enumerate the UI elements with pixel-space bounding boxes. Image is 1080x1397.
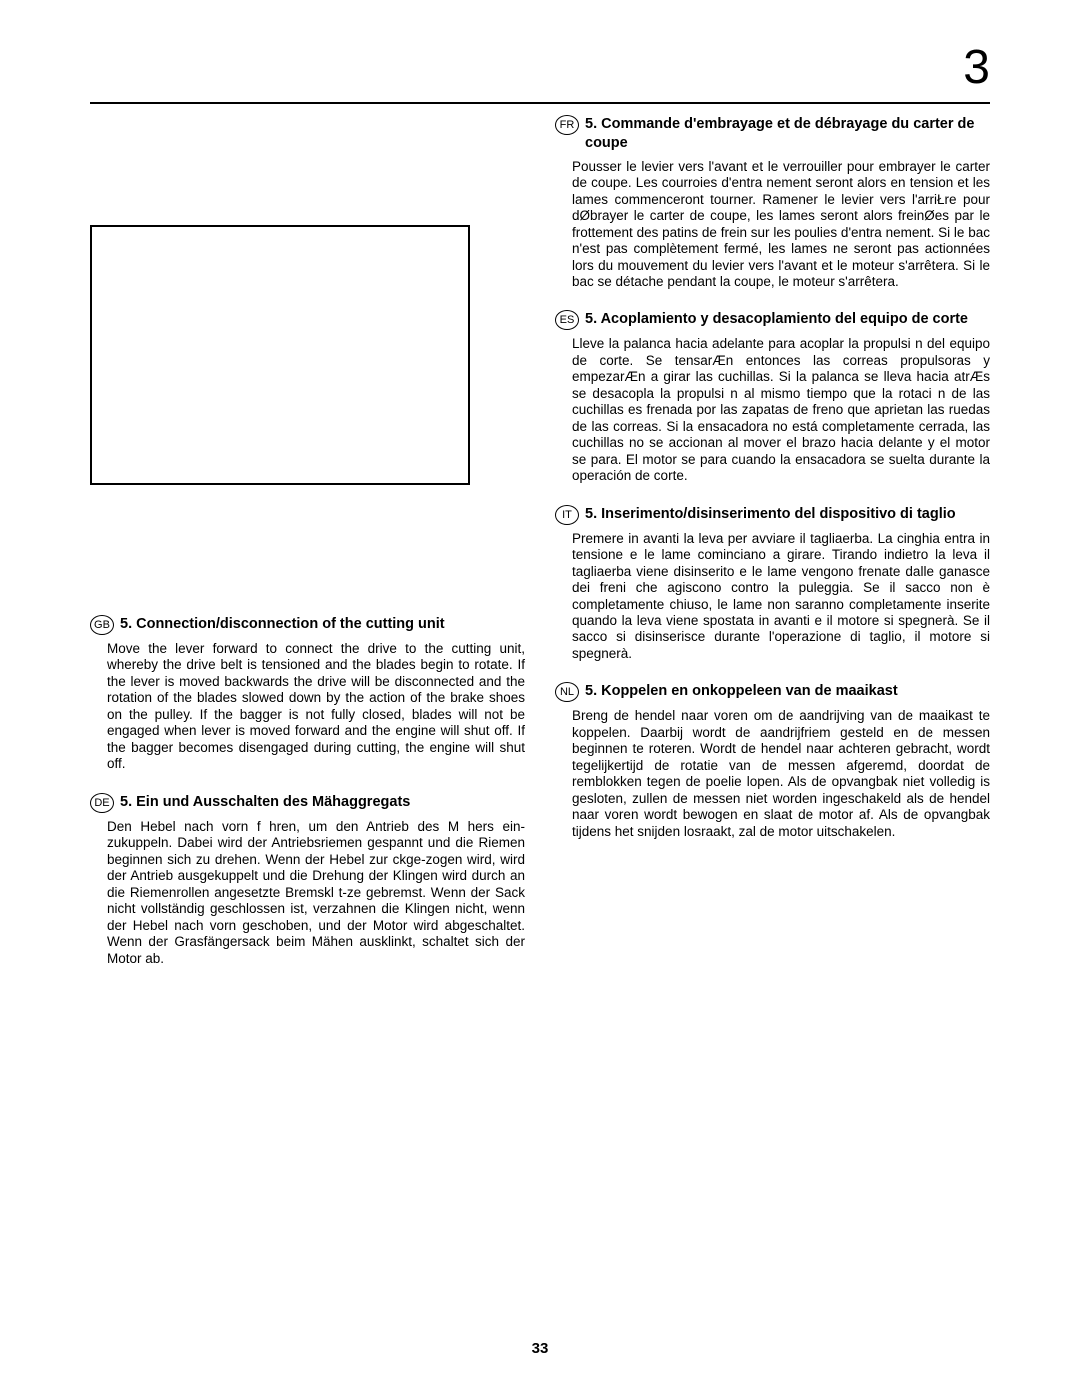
body-fr: Pousser le levier vers l'avant et le ver… — [555, 159, 990, 291]
lang-badge-fr: FR — [555, 115, 579, 135]
left-column: GB 5. Connection/disconnection of the cu… — [90, 115, 525, 987]
body-es: Lleve la palanca hacia adelante para aco… — [555, 336, 990, 484]
section-es: ES 5. Acoplamiento y desacoplamiento del… — [555, 310, 990, 484]
heading-fr: FR 5. Commande d'embrayage et de débraya… — [555, 115, 990, 153]
body-gb: Move the lever forward to connect the dr… — [90, 641, 525, 773]
heading-it: IT 5. Inserimento/disinserimento del dis… — [555, 505, 990, 525]
heading-text-de: 5. Ein und Ausschalten des Mähaggregats — [120, 793, 410, 812]
lang-badge-de: DE — [90, 793, 114, 813]
heading-es: ES 5. Acoplamiento y desacoplamiento del… — [555, 310, 990, 330]
heading-de: DE 5. Ein und Ausschalten des Mähaggrega… — [90, 793, 525, 813]
lang-badge-it: IT — [555, 505, 579, 525]
heading-text-es: 5. Acoplamiento y desacoplamiento del eq… — [585, 310, 968, 329]
heading-text-fr: 5. Commande d'embrayage et de débrayage … — [585, 115, 990, 153]
heading-text-it: 5. Inserimento/disinserimento del dispos… — [585, 505, 956, 524]
illustration-placeholder — [90, 225, 470, 485]
lang-badge-es: ES — [555, 310, 579, 330]
content-area: GB 5. Connection/disconnection of the cu… — [90, 115, 990, 987]
heading-gb: GB 5. Connection/disconnection of the cu… — [90, 615, 525, 635]
section-de: DE 5. Ein und Ausschalten des Mähaggrega… — [90, 793, 525, 967]
body-nl: Breng de hendel naar voren om de aandrij… — [555, 708, 990, 840]
section-gb: GB 5. Connection/disconnection of the cu… — [90, 615, 525, 773]
heading-nl: NL 5. Koppelen en onkoppeleen van de maa… — [555, 682, 990, 702]
body-it: Premere in avanti la leva per avviare il… — [555, 531, 990, 663]
section-it: IT 5. Inserimento/disinserimento del dis… — [555, 505, 990, 663]
body-de: Den Hebel nach vorn f hren, um den Antri… — [90, 819, 525, 967]
lang-badge-gb: GB — [90, 615, 114, 635]
section-fr: FR 5. Commande d'embrayage et de débraya… — [555, 115, 990, 290]
heading-text-gb: 5. Connection/disconnection of the cutti… — [120, 615, 445, 634]
section-nl: NL 5. Koppelen en onkoppeleen van de maa… — [555, 682, 990, 840]
heading-text-nl: 5. Koppelen en onkoppeleen van de maaika… — [585, 682, 898, 701]
lang-badge-nl: NL — [555, 682, 579, 702]
top-rule — [90, 102, 990, 104]
right-column: FR 5. Commande d'embrayage et de débraya… — [555, 115, 990, 987]
page-number-top: 3 — [963, 40, 990, 95]
page-number-bottom: 33 — [0, 1340, 1080, 1357]
